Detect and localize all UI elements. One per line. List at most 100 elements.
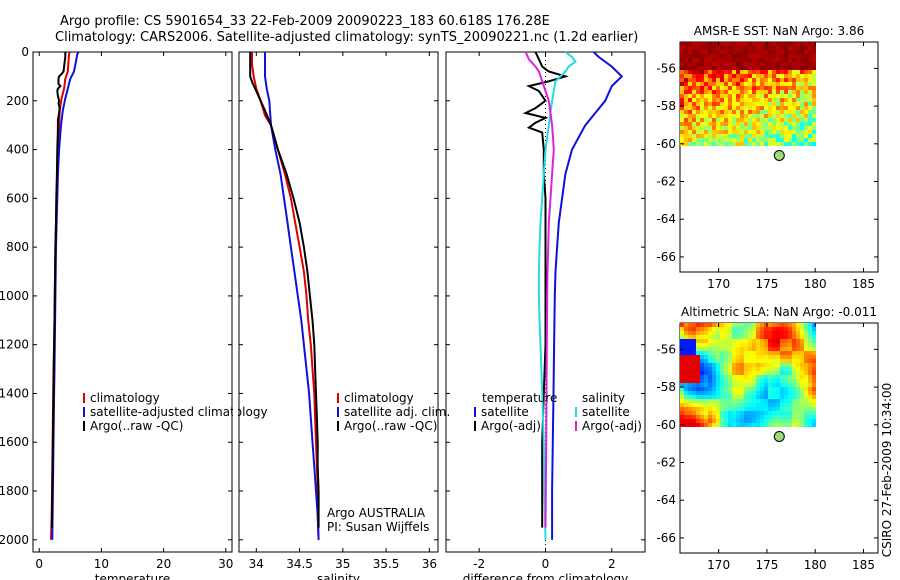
heat-cell: [788, 118, 792, 122]
heat-cell: [708, 126, 712, 130]
heat-cell: [764, 399, 768, 403]
heat-cell: [708, 134, 712, 138]
heat-cell: [796, 335, 800, 339]
heat-cell: [796, 391, 800, 395]
heat-cell: [732, 114, 736, 118]
heat-cell: [728, 46, 732, 50]
heat-cell: [788, 419, 792, 423]
heat-cell: [728, 367, 732, 371]
heat-cell: [788, 82, 792, 86]
heat-cell: [692, 110, 696, 114]
heat-cell: [780, 415, 784, 419]
heat-cell: [772, 407, 776, 411]
heat-cell: [748, 419, 752, 423]
heat-cell: [788, 415, 792, 419]
heat-cell: [744, 66, 748, 70]
heat-cell: [752, 142, 756, 146]
heat-cell: [756, 62, 760, 66]
heat-cell: [688, 423, 692, 427]
heat-cell: [692, 347, 696, 351]
heat-cell: [768, 70, 772, 74]
heat-cell: [732, 82, 736, 86]
map-y-tick-label: -58: [656, 99, 676, 113]
heat-cell: [708, 343, 712, 347]
heat-cell: [708, 423, 712, 427]
heat-cell: [680, 375, 684, 379]
heat-cell: [716, 98, 720, 102]
heat-cell: [764, 106, 768, 110]
heat-cell: [692, 142, 696, 146]
heat-cell: [708, 82, 712, 86]
heat-cell: [760, 359, 764, 363]
heat-cell: [792, 359, 796, 363]
heat-cell: [744, 327, 748, 331]
heat-cell: [680, 42, 684, 46]
heat-cell: [716, 391, 720, 395]
heat-cell: [756, 351, 760, 355]
heat-cell: [712, 90, 716, 94]
heat-cell: [768, 363, 772, 367]
x-tick-label: 36: [422, 557, 437, 571]
heat-cell: [780, 142, 784, 146]
heat-cell: [748, 122, 752, 126]
heat-cell: [684, 383, 688, 387]
heat-cell: [724, 387, 728, 391]
heat-cell: [772, 126, 776, 130]
heat-cell: [732, 323, 736, 327]
heat-cell: [780, 134, 784, 138]
heat-cell: [708, 142, 712, 146]
heat-cell: [732, 351, 736, 355]
heat-cell: [784, 98, 788, 102]
heat-cell: [728, 130, 732, 134]
heat-cell: [712, 331, 716, 335]
heat-cell: [692, 415, 696, 419]
heat-cell: [740, 371, 744, 375]
heat-cell: [760, 415, 764, 419]
heat-cell: [772, 90, 776, 94]
heat-cell: [760, 46, 764, 50]
heat-cell: [692, 94, 696, 98]
heat-cell: [776, 62, 780, 66]
heat-cell: [776, 375, 780, 379]
heat-cell: [704, 126, 708, 130]
heat-cell: [692, 351, 696, 355]
heat-cell: [792, 351, 796, 355]
heat-cell: [728, 78, 732, 82]
heat-cell: [792, 415, 796, 419]
heat-cell: [716, 94, 720, 98]
x-tick-label: -2: [473, 557, 485, 571]
heat-cell: [748, 70, 752, 74]
heat-cell: [696, 98, 700, 102]
heat-cell: [808, 363, 812, 367]
legend-climatology-sal: climatology: [344, 391, 414, 405]
heat-cell: [776, 66, 780, 70]
heat-cell: [808, 106, 812, 110]
heat-cell: [724, 339, 728, 343]
heat-cell: [764, 419, 768, 423]
heat-cell: [720, 327, 724, 331]
heat-cell: [712, 423, 716, 427]
heat-cell: [736, 379, 740, 383]
heat-cell: [716, 130, 720, 134]
heat-cell: [700, 130, 704, 134]
heat-cell: [792, 419, 796, 423]
heat-cell: [744, 74, 748, 78]
heat-cell: [756, 106, 760, 110]
heat-cell: [740, 395, 744, 399]
heat-cell: [684, 130, 688, 134]
heat-cell: [744, 90, 748, 94]
heat-cell: [768, 114, 772, 118]
heat-cell: [684, 70, 688, 74]
map-y-tick-label: -58: [656, 380, 676, 394]
heat-cell: [768, 327, 772, 331]
heat-cell: [708, 347, 712, 351]
heat-cell: [804, 138, 808, 142]
heat-cell: [728, 323, 732, 327]
heat-cell: [804, 46, 808, 50]
heat-cell: [788, 102, 792, 106]
heat-cell: [776, 327, 780, 331]
heat-cell: [800, 118, 804, 122]
heat-cell: [764, 54, 768, 58]
heat-cell: [728, 66, 732, 70]
heat-cell: [708, 399, 712, 403]
